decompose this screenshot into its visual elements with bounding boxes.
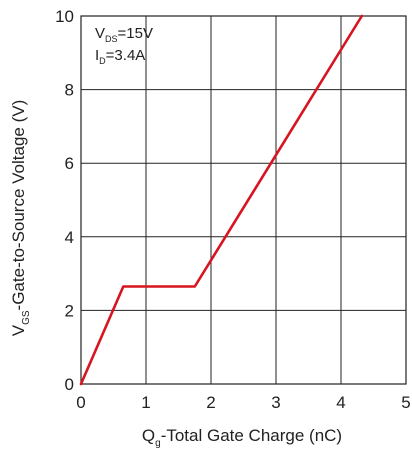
plot-frame	[80, 15, 407, 385]
x-tick-label-3: 3	[271, 393, 280, 412]
x-tick-label-4: 4	[336, 393, 345, 412]
condition-label-1: ID=3.4A	[95, 47, 145, 66]
y-axis-title-sub: GS	[21, 310, 32, 325]
x-axis-title: Qg-Total Gate Charge (nC)	[142, 426, 342, 449]
x-axis-title-sub: g	[155, 438, 161, 449]
y-axis-title-main: V	[9, 324, 28, 336]
x-tick-label-5: 5	[401, 393, 410, 412]
x-tick-label-0: 0	[76, 393, 85, 412]
y-axis-title-rest: -Gate-to-Source Voltage (V)	[9, 100, 28, 311]
x-axis-title-rest: -Total Gate Charge (nC)	[161, 426, 342, 445]
y-tick-label-4: 4	[65, 228, 74, 247]
y-tick-label-8: 8	[65, 81, 74, 100]
annotations: VDS=15V ID=3.4A	[95, 25, 153, 66]
y-tick-label-10: 10	[55, 7, 74, 26]
plot-border	[80, 15, 407, 385]
x-axis-title-main: Q	[142, 426, 155, 445]
series-line-0	[79, 14, 364, 386]
series-layer	[79, 14, 364, 386]
condition-label-0: VDS=15V	[95, 25, 153, 44]
y-tick-label-6: 6	[65, 154, 74, 173]
y-tick-label-2: 2	[65, 301, 74, 320]
y-tick-label-0: 0	[65, 375, 74, 394]
grid	[81, 16, 406, 384]
x-tick-label-1: 1	[141, 393, 150, 412]
x-tick-label-2: 2	[206, 393, 215, 412]
tick-labels: 0 1 2 3 4 5 0 2 4 6 8 10	[55, 7, 411, 412]
y-axis-title: VGS-Gate-to-Source Voltage (V)	[9, 100, 32, 337]
